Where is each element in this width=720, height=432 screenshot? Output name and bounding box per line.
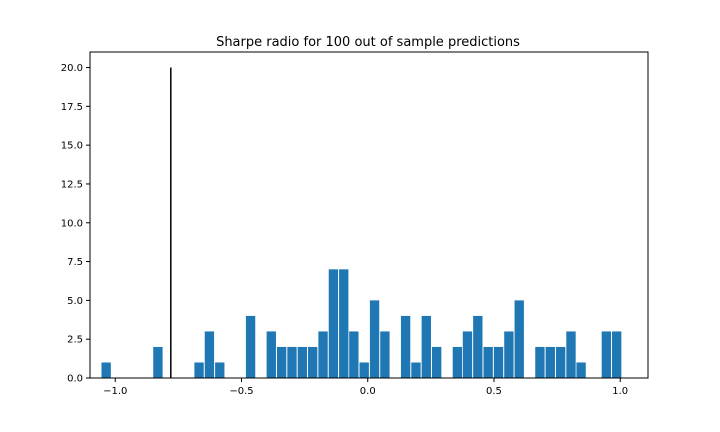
- bar: [473, 315, 483, 378]
- bar: [432, 346, 442, 378]
- y-tick-label: 17.5: [61, 102, 83, 113]
- bar: [483, 346, 493, 378]
- x-tick-label: 0.0: [360, 386, 376, 397]
- bar: [555, 346, 566, 378]
- y-tick-label: 15.0: [61, 141, 83, 152]
- bar: [287, 346, 297, 378]
- bar: [369, 300, 380, 378]
- bar: [493, 346, 504, 378]
- bar-series: [101, 269, 622, 378]
- bar: [566, 331, 576, 378]
- bar: [204, 331, 215, 378]
- bar: [452, 346, 463, 378]
- bar: [339, 269, 349, 378]
- y-tick-label: 5.0: [67, 296, 83, 307]
- bar: [400, 315, 411, 378]
- bar: [215, 362, 225, 378]
- bar: [380, 331, 390, 378]
- y-tick-label: 7.5: [67, 257, 83, 268]
- y-tick-label: 2.5: [67, 335, 83, 346]
- y-tick-label: 20.0: [61, 63, 83, 74]
- x-tick-label: −1.0: [103, 386, 127, 397]
- bar: [601, 331, 612, 378]
- bar: [153, 346, 163, 378]
- bar: [276, 346, 287, 378]
- y-axis: 0.0 2.5 5.0 7.5 10.0 12.5 15.0 17.5 20.0: [61, 63, 90, 385]
- bar: [514, 300, 524, 378]
- x-tick-label: 1.0: [612, 386, 628, 397]
- bar: [462, 331, 473, 378]
- x-tick-label: −0.5: [229, 386, 253, 397]
- y-tick-label: 12.5: [61, 179, 83, 190]
- bar: [612, 331, 622, 378]
- plot-frame: [89, 51, 649, 379]
- x-axis: −1.0 −0.5 0.0 0.5 1.0: [103, 378, 628, 397]
- y-tick-label: 0.0: [67, 374, 83, 385]
- x-tick-label: 0.5: [486, 386, 502, 397]
- bar: [504, 331, 514, 378]
- bar: [328, 269, 339, 378]
- bar: [359, 362, 369, 378]
- bar: [266, 331, 276, 378]
- bar: [545, 346, 555, 378]
- bar: [101, 362, 111, 378]
- bar: [245, 315, 256, 378]
- bar: [297, 346, 308, 378]
- bar: [421, 315, 431, 378]
- bar: [535, 346, 545, 378]
- bar: [194, 362, 204, 378]
- bar: [411, 362, 421, 378]
- chart-title: Sharpe radio for 100 out of sample predi…: [216, 35, 520, 50]
- bar: [576, 362, 586, 378]
- bar: [349, 331, 359, 378]
- y-tick-label: 10.0: [61, 218, 83, 229]
- bar: [308, 346, 318, 378]
- bar: [318, 331, 328, 378]
